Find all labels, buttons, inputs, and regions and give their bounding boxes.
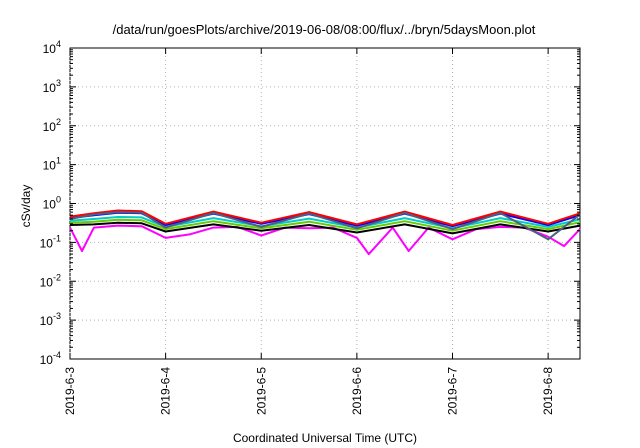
y-tick-label: 10-2 [40,272,61,289]
x-tick-label: 2019-6-6 [350,367,364,415]
x-tick-label: 2019-6-7 [446,367,460,415]
chart-title: /data/run/goesPlots/archive/2019-06-08/0… [113,22,536,37]
x-tick-label: 2019-6-4 [159,367,173,415]
x-axis-label: Coordinated Universal Time (UTC) [233,431,417,445]
y-tick-label: 10-4 [40,350,61,367]
series-line-2 [69,221,581,235]
y-tick-label: 102 [43,117,61,134]
y-tick-label: 10-3 [40,311,61,328]
series-layer [69,209,581,256]
x-tick-label: 2019-6-5 [254,367,268,415]
x-tick-label: 2019-6-8 [541,367,555,415]
y-tick-label: 10-1 [40,233,61,250]
series-line-3 [69,218,581,232]
y-tick-label: 103 [43,78,61,95]
series-line-6 [69,209,581,226]
y-tick-label: 101 [43,156,61,173]
y-tick-label: 100 [43,195,61,212]
y-axis-label: cSv/day [19,185,33,228]
series-line-1 [69,224,581,256]
x-tick-label: 2019-6-3 [63,367,77,415]
y-tick-label: 104 [43,39,61,56]
series-line-4 [69,216,581,230]
gridlines [69,48,580,359]
y-axis: 10-4 10-3 10-2 10-1 100 101 102 103 104 [40,39,580,367]
x-axis: 2019-6-3 2019-6-4 2019-6-5 2019-6-6 2019-6-7… [63,48,555,415]
series-line-7 [69,211,581,241]
